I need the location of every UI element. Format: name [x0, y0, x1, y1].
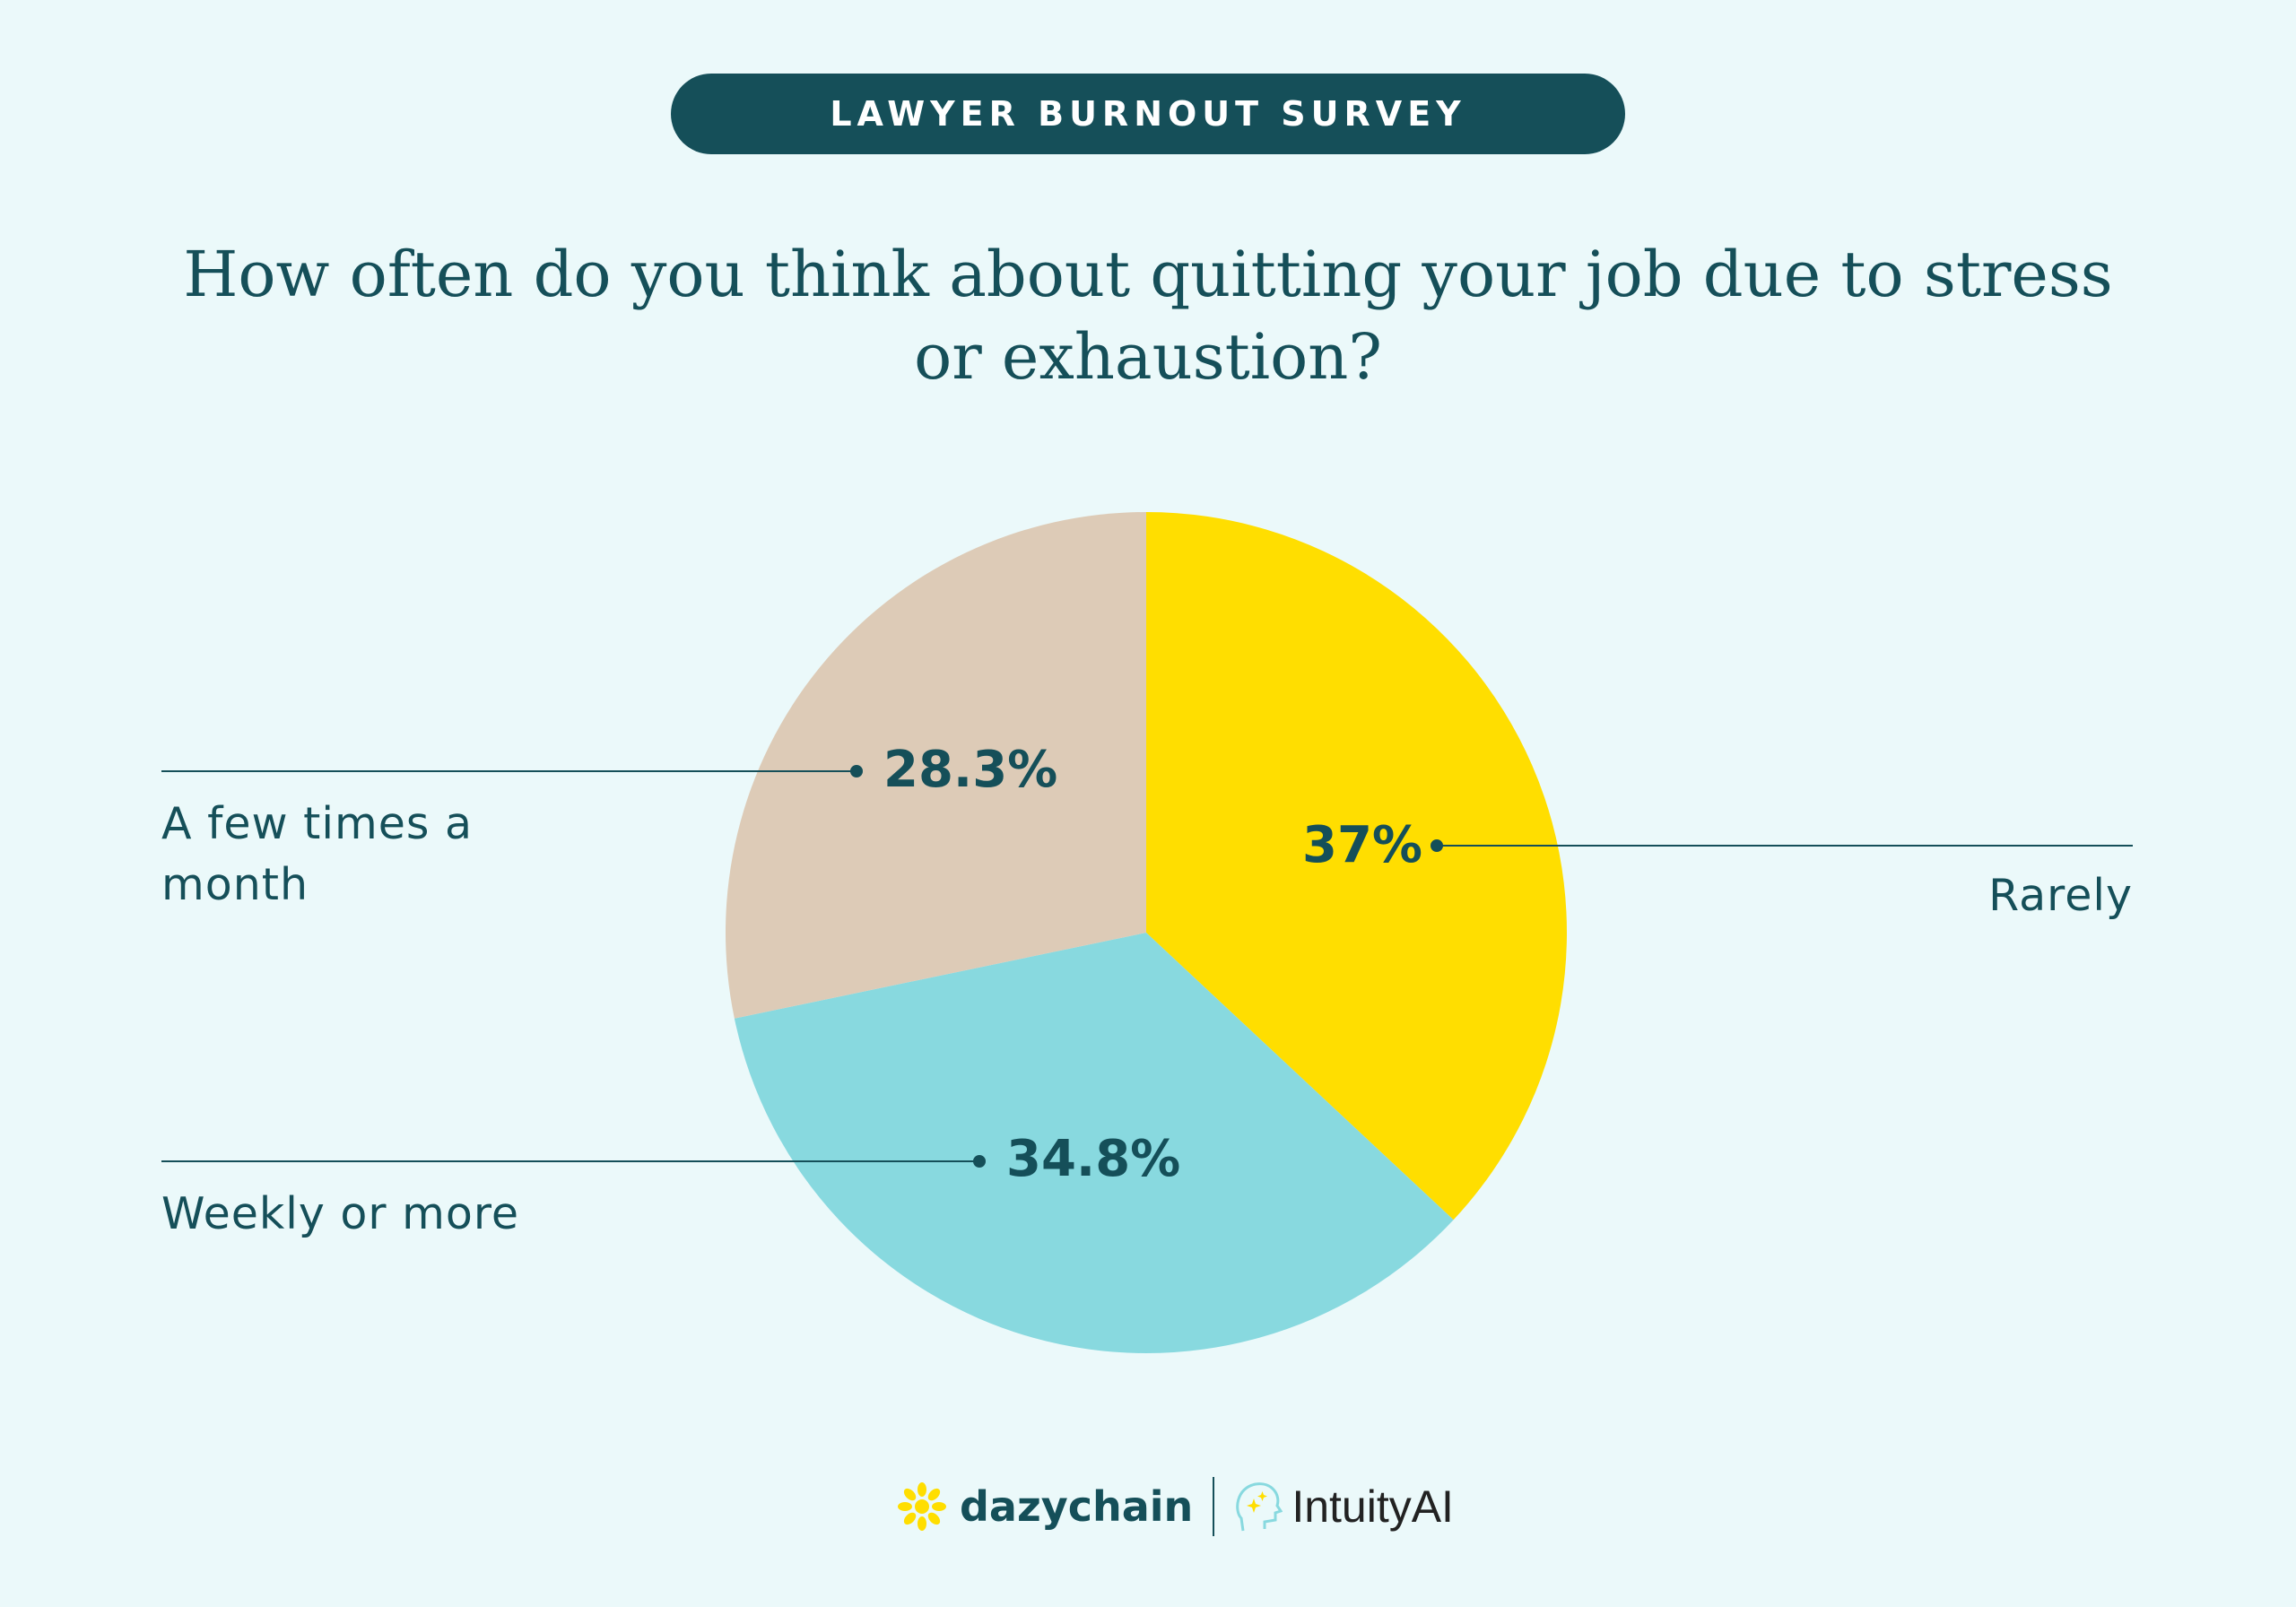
category-label-few-times: A few times a month: [161, 798, 473, 910]
pie-slice-a-few-times-a-month: [725, 512, 1146, 1019]
pie-slice-rarely: [1146, 512, 1567, 1220]
value-label-few-times: 28.3%: [883, 741, 1058, 799]
flower-petal: [932, 1502, 946, 1511]
leader-dot-weekly: [973, 1155, 986, 1168]
dazychain-flower-icon: [898, 1482, 946, 1531]
category-label-weekly: Weekly or more: [161, 1188, 520, 1239]
intuity-head-icon: [1236, 1482, 1283, 1532]
footer-logos: dazychain IntuityAI: [897, 1471, 1454, 1542]
logo-divider: [1213, 1477, 1215, 1536]
leader-dot-rarely: [1431, 839, 1443, 852]
flower-petal: [927, 1488, 941, 1501]
flower-petal: [918, 1482, 926, 1497]
value-label-rarely: 37%: [1302, 816, 1423, 874]
leader-lines: [161, 765, 2133, 1168]
flower-petal: [903, 1488, 917, 1501]
category-label-rarely: Rarely: [1988, 870, 2133, 921]
survey-badge: LAWYER BURNOUT SURVEY: [671, 74, 1625, 154]
flower-petal: [918, 1516, 926, 1531]
leader-dot-few-times: [850, 765, 863, 777]
flower-petal: [898, 1502, 912, 1511]
value-label-weekly: 34.8%: [1006, 1130, 1181, 1188]
flower-petal: [927, 1512, 941, 1525]
dazychain-logo: dazychain: [960, 1482, 1194, 1531]
flower-petal: [903, 1512, 917, 1525]
intuityai-logo: IntuityAI: [1292, 1481, 1454, 1532]
chart-title: How often do you think about quitting yo…: [183, 238, 2113, 394]
pie-slice-weekly-or-more: [734, 933, 1454, 1353]
